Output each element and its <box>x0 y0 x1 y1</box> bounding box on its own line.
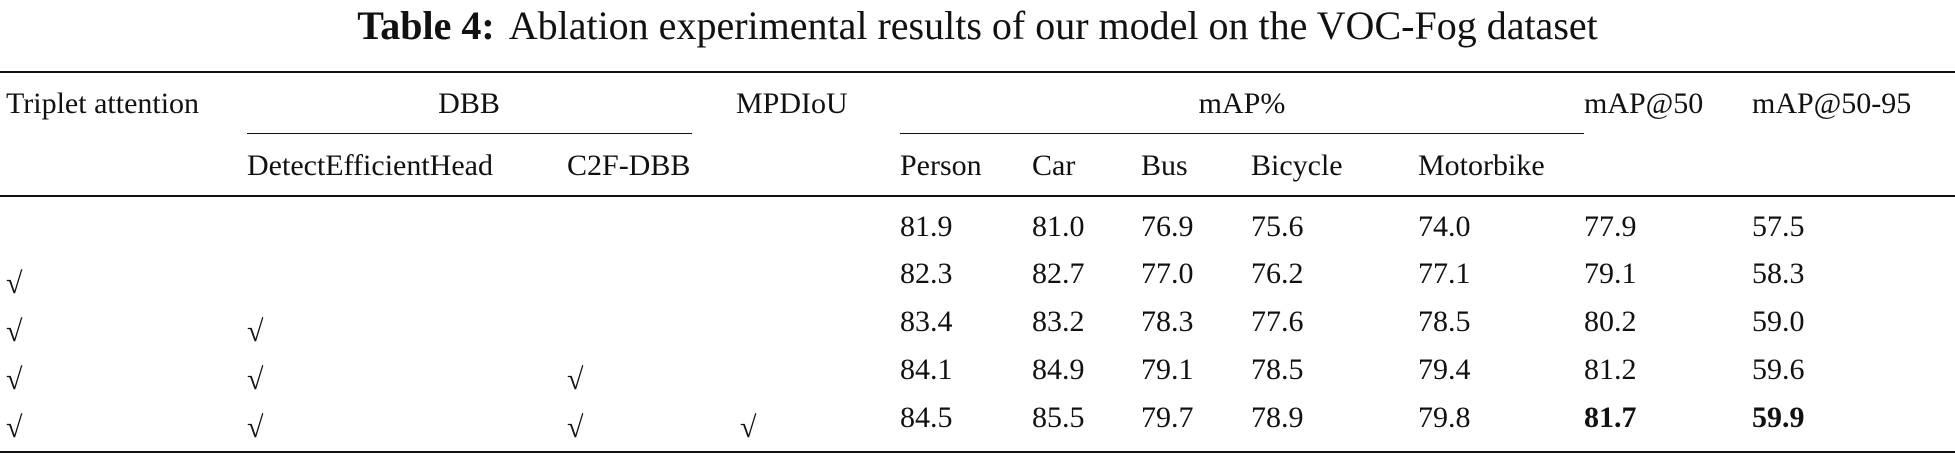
header-cell: mAP@50-95 <box>1752 87 1912 120</box>
check-mark: √ <box>567 363 584 396</box>
cell: 81.9 <box>900 210 953 243</box>
cell: 59.0 <box>1752 305 1805 338</box>
cell: 57.5 <box>1752 210 1805 243</box>
cell: 83.4 <box>900 305 953 338</box>
map-rule <box>900 133 1584 134</box>
bottom-rule <box>0 451 1955 453</box>
header-cell: Triplet attention <box>6 87 200 120</box>
cell: 76.9 <box>1141 210 1194 243</box>
cell: 80.2 <box>1584 305 1637 338</box>
cell: 59.9 <box>1752 401 1805 434</box>
check-mark: √ <box>567 411 584 444</box>
check-mark: √ <box>247 411 264 444</box>
cell: 79.7 <box>1141 401 1194 434</box>
check-mark: √ <box>6 363 23 396</box>
cell: 77.6 <box>1251 305 1304 338</box>
cell: 84.5 <box>900 401 953 434</box>
header-cell: mAP@50 <box>1584 87 1704 120</box>
header-cell: Bus <box>1141 149 1188 182</box>
cell: 79.1 <box>1584 257 1637 290</box>
cell: 59.6 <box>1752 353 1805 386</box>
cell: 84.9 <box>1032 353 1085 386</box>
cell: 78.5 <box>1251 353 1304 386</box>
check-mark: √ <box>6 315 23 348</box>
check-mark: √ <box>6 411 23 444</box>
cell: 83.2 <box>1032 305 1085 338</box>
header-cell: Person <box>900 149 982 182</box>
check-mark: √ <box>247 315 264 348</box>
check-mark: √ <box>740 411 757 444</box>
cell: 76.2 <box>1251 257 1304 290</box>
cell: 79.1 <box>1141 353 1194 386</box>
caption-text: Ablation experimental results of our mod… <box>508 3 1598 48</box>
header-cell: MPDIoU <box>736 87 848 120</box>
caption: Table 4: Ablation experimental results of… <box>0 2 1955 49</box>
cell: 78.9 <box>1251 401 1304 434</box>
header-cell: Bicycle <box>1251 149 1343 182</box>
check-mark: √ <box>247 363 264 396</box>
header-cell: DetectEfficientHead <box>247 149 493 182</box>
dbb-rule <box>247 133 692 134</box>
cell: 78.5 <box>1418 305 1471 338</box>
cell: 75.6 <box>1251 210 1304 243</box>
header-cell: Car <box>1032 149 1076 182</box>
header-cell: C2F-DBB <box>567 149 691 182</box>
cell: 78.3 <box>1141 305 1194 338</box>
cell: 81.7 <box>1584 401 1637 434</box>
caption-label: Table 4: <box>357 3 495 48</box>
header-cell: Motorbike <box>1418 149 1545 182</box>
mid-rule <box>0 195 1955 197</box>
cell: 82.7 <box>1032 257 1085 290</box>
cell: 58.3 <box>1752 257 1805 290</box>
cell: 85.5 <box>1032 401 1085 434</box>
cell: 77.0 <box>1141 257 1194 290</box>
cell: 81.2 <box>1584 353 1637 386</box>
cell: 79.4 <box>1418 353 1471 386</box>
cell: 84.1 <box>900 353 953 386</box>
cell: 77.9 <box>1584 210 1637 243</box>
header-cell: DBB <box>438 87 500 120</box>
cell: 77.1 <box>1418 257 1471 290</box>
cell: 79.8 <box>1418 401 1471 434</box>
cell: 81.0 <box>1032 210 1085 243</box>
top-rule <box>0 71 1955 73</box>
cell: 82.3 <box>900 257 953 290</box>
check-mark: √ <box>6 267 23 300</box>
header-cell: mAP% <box>1198 87 1286 120</box>
cell: 74.0 <box>1418 210 1471 243</box>
